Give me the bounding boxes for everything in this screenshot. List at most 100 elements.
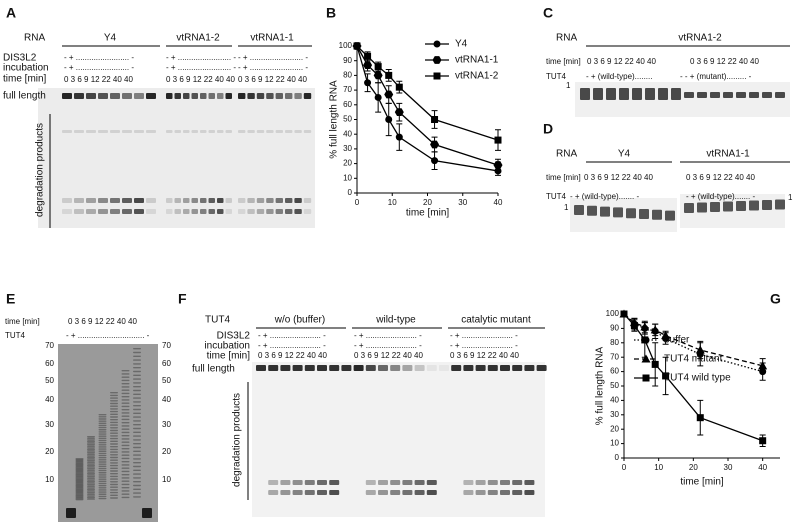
gel-band (266, 130, 274, 133)
gel-band (475, 365, 486, 371)
ladder-label: 20 (162, 447, 171, 456)
gel-band (121, 431, 130, 434)
gel-band (75, 471, 84, 474)
gel-band (200, 93, 207, 99)
gel-band (110, 489, 118, 491)
y-tick-label: 100 (606, 309, 620, 318)
ladder-label: 70 (45, 341, 54, 350)
gel-band (110, 419, 118, 421)
gel-band (200, 130, 207, 133)
gel-band (238, 130, 246, 133)
gel-band (208, 198, 215, 203)
legend-label: vtRNA1-2 (455, 71, 499, 82)
gel-band (87, 496, 95, 499)
tut4-label: TUT4 (5, 331, 26, 340)
gel-band (87, 455, 95, 457)
gel-band (303, 130, 312, 133)
gel-band (87, 488, 95, 491)
gel-band (133, 492, 141, 494)
treatment: - + ....................... - (354, 341, 422, 350)
gel-band (98, 480, 107, 483)
gel-band (133, 408, 141, 411)
y-tick-label: 70 (610, 352, 619, 361)
gel-band (208, 130, 215, 133)
gel-band (414, 365, 425, 371)
treatment: - + ....................... - (258, 331, 326, 340)
tut4-row: - + .............................. - (66, 331, 150, 340)
time-label: time [min] (546, 173, 581, 182)
gel-band (329, 365, 340, 371)
gel-band (110, 491, 118, 494)
gel-band (146, 93, 156, 99)
gel-band (426, 490, 437, 495)
ladder-label: 50 (162, 376, 171, 385)
tut4-label: TUT4 (205, 315, 230, 326)
gel-band (75, 496, 84, 499)
gel-band (378, 365, 388, 371)
gel-band (133, 477, 141, 479)
treatment: - + ........................ - (166, 53, 236, 62)
gel-band (121, 470, 130, 473)
gel-band (87, 463, 95, 465)
y-tick-label: 30 (610, 410, 619, 419)
gel-band (98, 420, 107, 422)
gel-band (110, 402, 118, 405)
gel-band (75, 463, 84, 465)
gel-band (133, 473, 141, 475)
degradation-label: degradation products (232, 393, 243, 487)
gel-band (268, 480, 279, 485)
ladder-label: 30 (45, 420, 54, 429)
gel-band (98, 437, 107, 440)
gel-band (110, 408, 118, 410)
gel-band (475, 490, 486, 495)
gel-band (121, 379, 130, 382)
gel-band (142, 508, 152, 518)
times: 0 3 6 9 12 22 40 40 (68, 317, 138, 326)
marker (432, 56, 442, 64)
gel-band (580, 88, 590, 100)
gel-band (146, 198, 156, 203)
gel-band (200, 209, 207, 214)
marker (353, 42, 361, 50)
gel-band (75, 464, 84, 466)
gel-band (87, 442, 95, 444)
gel-band (645, 88, 655, 100)
gel-band (87, 482, 95, 484)
size-marker: 1 (788, 193, 793, 202)
gel-band (110, 130, 120, 133)
gel-band (110, 93, 120, 99)
gel-band (133, 367, 141, 369)
gel-band (390, 490, 401, 495)
gel-band (275, 198, 283, 203)
gel-band (75, 490, 84, 492)
gel-band (110, 494, 118, 496)
gel-band (133, 469, 141, 471)
gel-band (133, 450, 141, 452)
gel-band (121, 428, 130, 430)
gel-band (402, 490, 413, 495)
gel-band (365, 365, 376, 371)
gel-band (762, 200, 772, 210)
gel-band (256, 198, 265, 203)
gel-band (133, 458, 141, 460)
gel-band (75, 482, 84, 484)
gel-band (98, 478, 107, 480)
row-label: time [min] (3, 74, 47, 85)
x-axis-label: time [min] (680, 477, 724, 488)
full-length-label: full length (192, 364, 235, 375)
gel-band (87, 469, 95, 471)
gel-band (74, 209, 84, 214)
gel-band (75, 469, 84, 471)
gel-band (671, 88, 681, 100)
gel-band (166, 130, 173, 133)
gel-band (512, 490, 523, 495)
gel-band (98, 433, 107, 435)
marker (364, 52, 372, 60)
gel-band (121, 487, 130, 489)
x-tick-label: 10 (388, 198, 397, 207)
gel-band (133, 439, 141, 441)
gel-band (524, 365, 535, 371)
gel-band (98, 476, 107, 478)
gel-band (87, 450, 95, 452)
marker (431, 116, 439, 123)
